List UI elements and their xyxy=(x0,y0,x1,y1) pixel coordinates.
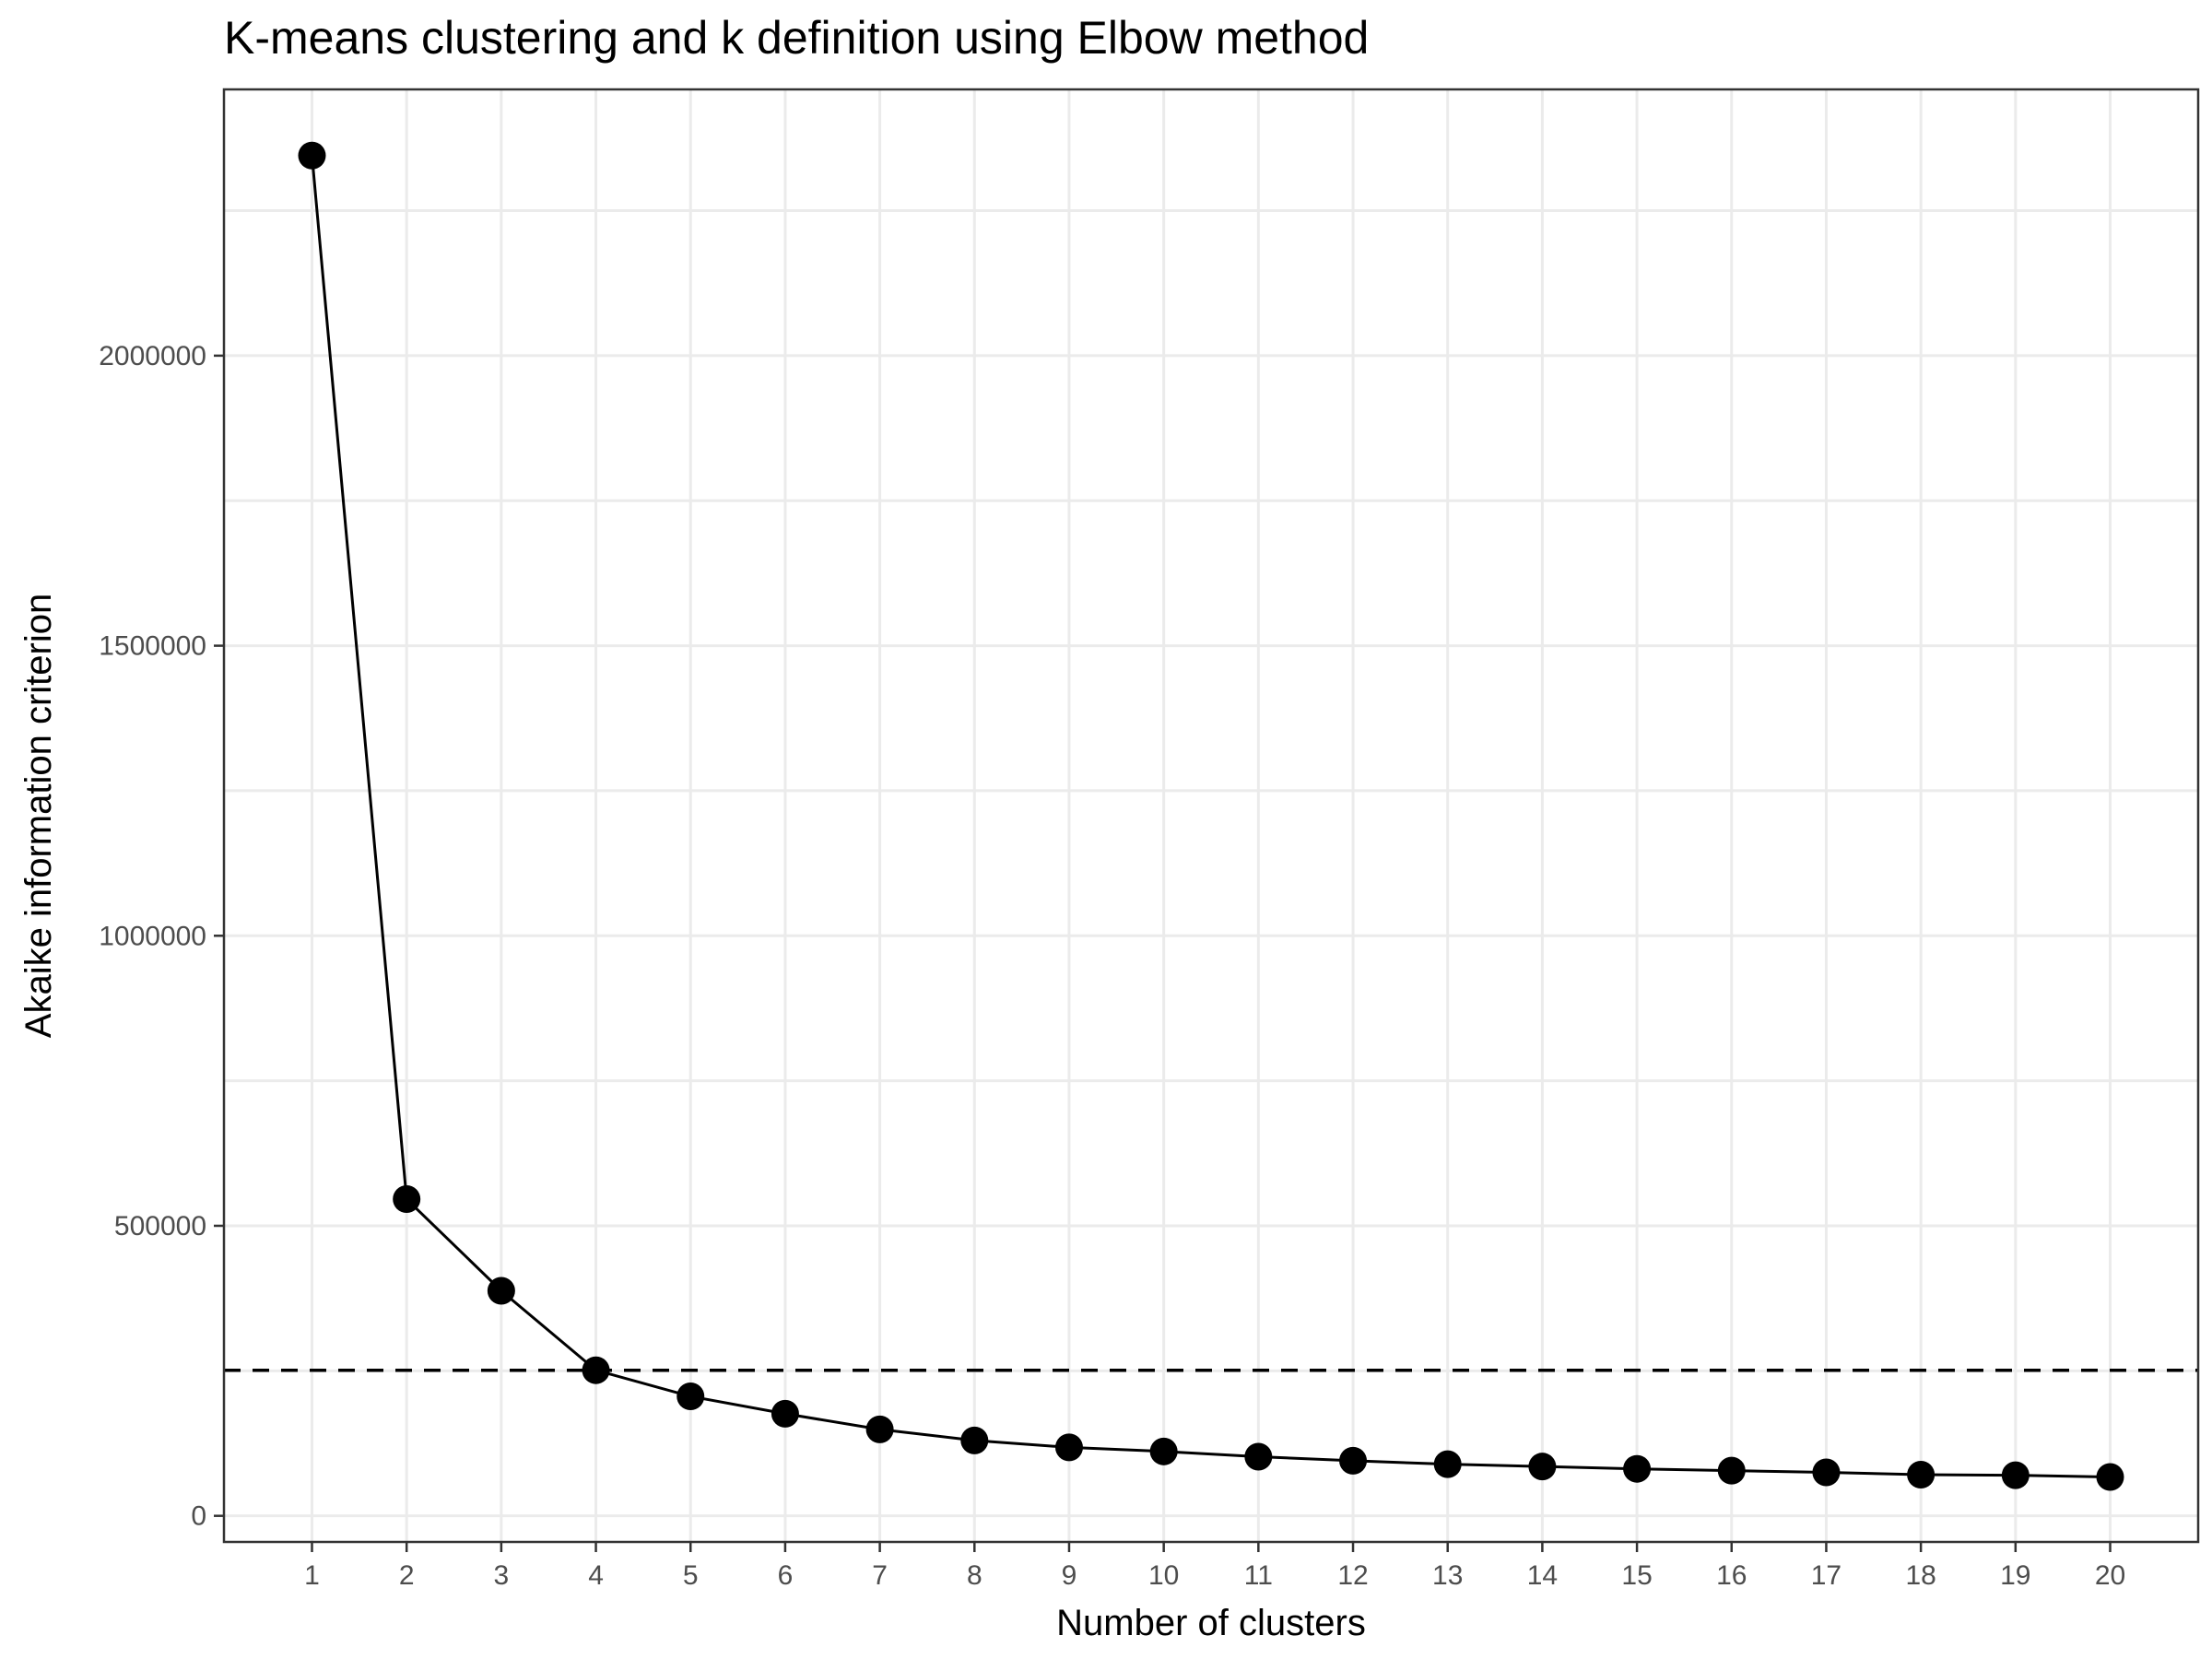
y-tick-label: 500000 xyxy=(114,1211,206,1241)
chart-title: K-means clustering and k definition usin… xyxy=(224,12,1369,64)
x-tick-label: 9 xyxy=(1062,1560,1077,1591)
data-point xyxy=(2096,1463,2124,1491)
data-point xyxy=(1339,1446,1368,1475)
y-axis-title: Akaike information criterion xyxy=(18,594,59,1038)
data-point xyxy=(1149,1437,1178,1465)
x-tick-label: 8 xyxy=(967,1560,982,1591)
x-axis-title: Number of clusters xyxy=(1056,1603,1366,1643)
data-point xyxy=(1244,1442,1273,1471)
series xyxy=(298,141,2124,1491)
y-tick-label: 2000000 xyxy=(99,341,206,371)
y-axis: 0 500000 1000000 1500000 2000000 xyxy=(99,341,224,1532)
x-tick-label: 6 xyxy=(778,1560,794,1591)
y-tick-label: 1500000 xyxy=(99,631,206,662)
x-tick-label: 7 xyxy=(872,1560,888,1591)
x-axis: 1 2 3 4 5 6 7 8 9 10 11 12 13 14 15 16 17 18 19 20 xyxy=(304,1542,2125,1591)
x-tick-label: 18 xyxy=(1905,1560,1936,1591)
x-tick-label: 19 xyxy=(2000,1560,2030,1591)
y-tick-label: 0 xyxy=(191,1501,206,1532)
y-tick-label: 1000000 xyxy=(99,921,206,951)
x-tick-label: 5 xyxy=(683,1560,699,1591)
x-tick-label: 10 xyxy=(1148,1560,1179,1591)
x-tick-label: 4 xyxy=(588,1560,604,1591)
data-point xyxy=(298,141,326,170)
x-tick-label: 17 xyxy=(1811,1560,1841,1591)
x-tick-label: 20 xyxy=(2095,1560,2125,1591)
data-point xyxy=(582,1356,610,1384)
data-point xyxy=(677,1382,705,1411)
data-point xyxy=(771,1399,799,1428)
data-point xyxy=(1907,1460,1936,1488)
x-tick-label: 16 xyxy=(1716,1560,1747,1591)
x-tick-label: 3 xyxy=(494,1560,510,1591)
data-point xyxy=(393,1185,421,1214)
panel-border xyxy=(222,88,2200,1544)
data-point xyxy=(1054,1433,1083,1462)
data-point xyxy=(1623,1454,1652,1483)
x-tick-label: 14 xyxy=(1527,1560,1558,1591)
x-tick-label: 13 xyxy=(1432,1560,1463,1591)
x-tick-label: 11 xyxy=(1244,1560,1273,1591)
series-line xyxy=(311,155,2111,1479)
data-point xyxy=(1717,1456,1746,1485)
data-point xyxy=(487,1277,515,1305)
x-tick-label: 12 xyxy=(1337,1560,1368,1591)
data-point xyxy=(2001,1461,2030,1489)
x-tick-label: 15 xyxy=(1621,1560,1652,1591)
data-point xyxy=(1433,1450,1462,1478)
data-point xyxy=(865,1415,894,1443)
x-tick-label: 1 xyxy=(304,1560,320,1591)
grid xyxy=(224,89,2198,1542)
x-tick-label: 2 xyxy=(399,1560,415,1591)
data-point xyxy=(1812,1458,1841,1487)
data-point xyxy=(960,1426,989,1454)
data-point xyxy=(1528,1453,1557,1481)
